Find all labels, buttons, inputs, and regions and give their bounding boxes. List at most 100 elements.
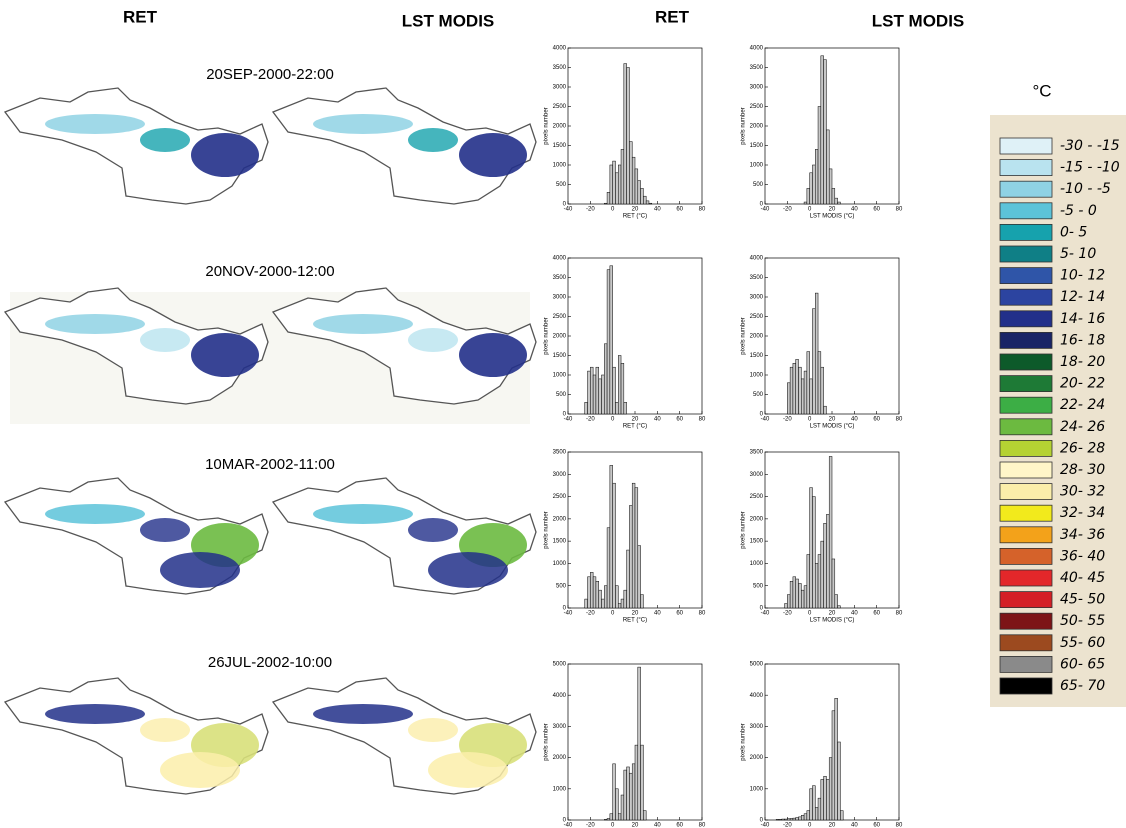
y-tick-label: 3000: [553, 724, 567, 730]
histogram-bar: [792, 576, 796, 609]
y-tick-label: 4000: [553, 693, 567, 699]
legend-label: 34- 36: [1060, 527, 1105, 543]
histogram-bar: [801, 815, 805, 821]
y-tick-label: 1500: [553, 539, 567, 545]
y-tick-label: 0: [760, 818, 764, 824]
histogram-bar: [815, 807, 819, 821]
histogram-bar: [615, 585, 619, 609]
legend-label: 40- 45: [1060, 570, 1105, 586]
histogram-bar: [629, 141, 633, 205]
x-tick-label: 60: [873, 611, 880, 617]
histogram-bar: [787, 594, 791, 609]
y-tick-label: 500: [556, 583, 567, 589]
x-tick-label: 20: [829, 207, 836, 213]
histogram-bar: [775, 819, 780, 821]
x-tick-label: 60: [676, 823, 683, 828]
legend-label: -5 - 0: [1060, 203, 1097, 219]
histogram-bar: [823, 59, 827, 205]
x-tick-label: -20: [586, 417, 595, 423]
histogram-bar: [809, 788, 813, 821]
histogram-bar: [815, 149, 819, 205]
x-tick-label: 80: [896, 207, 903, 213]
x-tick-label: 40: [654, 417, 661, 423]
legend-label: 12- 14: [1060, 289, 1105, 305]
x-axis-label: LST MODIS (°C): [810, 214, 855, 220]
histogram-bar: [820, 55, 824, 205]
histogram-bar: [620, 363, 625, 415]
x-axis-label: LST MODIS (°C): [810, 424, 855, 430]
legend-swatch: [999, 656, 1053, 673]
x-tick-label: -40: [564, 417, 573, 423]
histogram-bar: [612, 482, 616, 609]
histogram-bar: [620, 598, 625, 609]
y-axis-label: pixels number: [741, 107, 747, 144]
legend-swatch: [999, 288, 1053, 306]
histogram-bar: [637, 666, 641, 821]
histogram-bar: [789, 581, 794, 609]
histogram-bar: [817, 106, 822, 205]
histogram-bar: [623, 63, 627, 205]
legend-swatch: [999, 375, 1053, 393]
legend-label: 5- 10: [1060, 246, 1096, 262]
histogram-bar: [584, 598, 588, 609]
legend-label: 16- 18: [1060, 332, 1105, 348]
legend-swatch: [999, 353, 1053, 371]
histogram-bar: [798, 583, 802, 609]
histogram-bar: [784, 818, 788, 821]
x-tick-label: -20: [783, 823, 792, 828]
histogram-bar: [598, 589, 602, 609]
map: [272, 87, 537, 205]
y-axis-label: pixels number: [544, 107, 550, 144]
histogram-bar: [604, 819, 608, 821]
y-tick-label: 2000: [750, 124, 764, 130]
histogram-bar: [612, 160, 616, 205]
histogram-bar: [595, 366, 599, 415]
histogram-bar: [615, 172, 619, 205]
y-tick-label: 2000: [553, 334, 567, 340]
map-patch: [45, 704, 145, 724]
legend-swatch: [999, 591, 1053, 608]
histogram-bar: [609, 164, 613, 205]
legend-label: 28- 30: [1060, 462, 1105, 478]
legend-label: 14- 16: [1060, 311, 1105, 327]
histogram-bar: [609, 465, 613, 609]
histogram-bar: [834, 197, 838, 205]
histogram-bar: [620, 149, 625, 205]
map-patch: [45, 504, 145, 524]
histogram-bar: [789, 366, 794, 415]
date-label: 10MAR-2002-11:00: [205, 456, 335, 473]
map-patch: [45, 314, 145, 334]
histogram-bar: [823, 523, 827, 609]
legend-label: 22- 24: [1060, 397, 1105, 413]
y-tick-label: 2000: [553, 755, 567, 761]
histogram-bar: [795, 817, 799, 821]
legend-label: 26- 28: [1060, 440, 1105, 456]
histogram-bar: [803, 370, 808, 415]
map-patch: [160, 752, 240, 788]
y-tick-label: 2000: [750, 755, 764, 761]
legend-swatch: [999, 634, 1053, 652]
histogram-bar: [809, 378, 813, 415]
x-tick-label: 20: [632, 823, 639, 828]
legend-label: 20- 22: [1060, 376, 1105, 392]
x-tick-label: 80: [699, 611, 706, 617]
legend-label: 0- 5: [1060, 224, 1087, 240]
x-tick-label: 40: [654, 207, 661, 213]
histogram-bar: [643, 810, 647, 821]
x-tick-label: 60: [873, 823, 880, 828]
y-tick-label: 4000: [750, 256, 764, 262]
histogram-bar: [815, 563, 819, 609]
map-patch: [459, 133, 527, 177]
y-tick-label: 500: [556, 392, 567, 398]
x-tick-label: 80: [699, 207, 706, 213]
map-patch: [160, 552, 240, 588]
histogram-bar: [820, 366, 824, 415]
legend-swatch: [999, 159, 1053, 177]
y-tick-label: 2000: [750, 516, 764, 522]
histogram-bar: [606, 192, 611, 205]
y-tick-label: 3000: [553, 85, 567, 91]
map: [272, 677, 537, 795]
histogram-bar: [798, 816, 802, 821]
y-tick-label: 5000: [553, 662, 567, 668]
y-tick-label: 1000: [553, 373, 567, 379]
